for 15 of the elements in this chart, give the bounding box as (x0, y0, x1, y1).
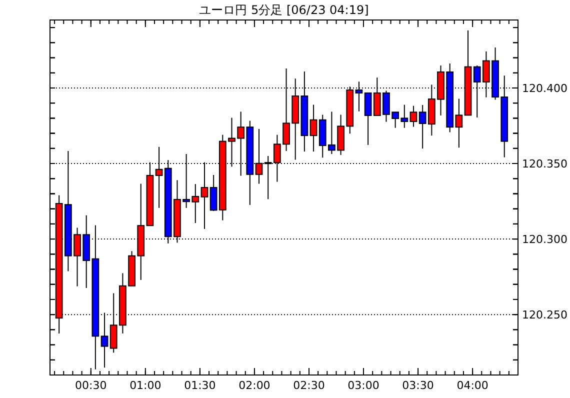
candlestick (364, 92, 372, 146)
candlestick (100, 312, 108, 368)
candlestick (455, 98, 463, 148)
candlestick (418, 104, 426, 150)
candlestick (310, 104, 318, 152)
title: ユーロ円 5分足 [06/23 04:19] (199, 3, 369, 17)
candlestick (392, 112, 400, 128)
candlestick (192, 184, 200, 224)
candlestick (74, 227, 81, 287)
candlestick (328, 111, 336, 154)
candlestick (410, 105, 418, 128)
candlestick (382, 90, 390, 122)
candlestick (210, 174, 218, 212)
candlestick (400, 104, 408, 128)
candlestick (110, 292, 118, 354)
